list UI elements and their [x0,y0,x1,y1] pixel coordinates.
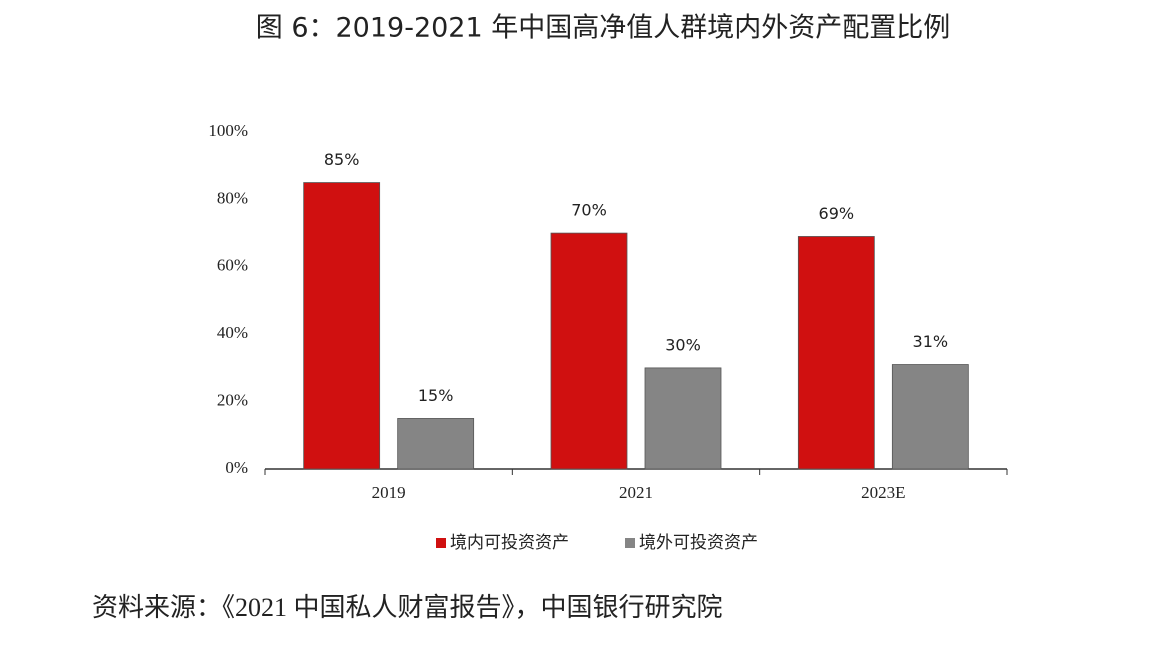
y-tick-label: 100% [208,121,248,140]
data-label: 30% [665,335,701,354]
chart-title: 图 6：2019-2021 年中国高净值人群境内外资产配置比例 [256,13,951,44]
legend-swatch [625,538,635,548]
data-label: 15% [418,386,454,405]
bar [303,182,381,470]
data-label: 69% [819,204,855,223]
data-label: 85% [324,150,360,169]
bar [797,236,875,470]
bar [644,367,722,470]
y-tick-label: 40% [217,323,248,342]
y-tick-label: 80% [217,188,248,207]
bar [397,418,475,470]
x-tick-label: 2023E [861,483,905,502]
legend-label: 境内可投资资产 [450,533,569,553]
y-tick-label: 20% [217,391,248,410]
bar [891,364,969,470]
data-label: 70% [571,201,607,220]
legend-label: 境外可投资资产 [639,533,758,553]
bar [550,232,628,470]
y-tick-label: 60% [217,256,248,275]
source-note: 资料来源：《2021 中国私人财富报告》，中国银行研究院 [92,593,723,622]
x-tick-label: 2019 [372,483,406,502]
legend-swatch [436,538,446,548]
data-label: 31% [913,332,949,351]
x-tick-label: 2021 [619,483,653,502]
y-tick-label: 0% [225,458,248,477]
